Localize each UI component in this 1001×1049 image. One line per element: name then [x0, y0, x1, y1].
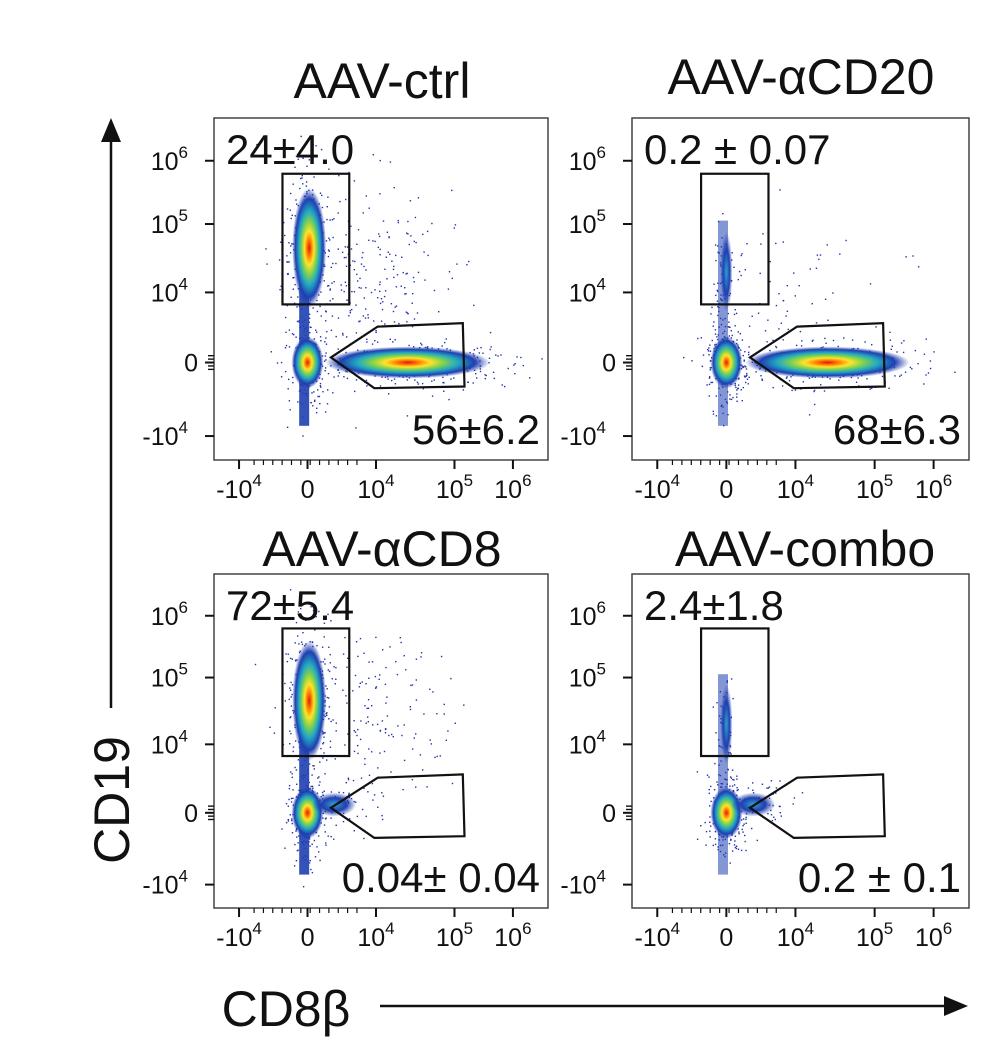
y-tick-label: 106 [569, 598, 606, 631]
x-tick-label: 105 [856, 919, 893, 952]
gate-layer [281, 172, 886, 840]
y-tick-label: 104 [569, 726, 606, 759]
gate-label-t-cells-aav-combo: 0.2 ± 0.1 [798, 854, 961, 901]
x-tick-label: 0 [301, 924, 315, 952]
x-tick-label: 106 [494, 919, 531, 952]
y-tick-label: 105 [151, 660, 188, 693]
gate-t-cells-aav-combo [748, 773, 886, 840]
event-dots-aav-combo [696, 678, 804, 864]
y-tick-label: 106 [151, 598, 188, 631]
plot-frame-aav-acd8 [213, 573, 549, 909]
plot-frame-aav-ctrl [213, 117, 549, 461]
y-tick-label: 105 [569, 206, 606, 239]
gate-label-t-cells-aav-acd20: 68±6.3 [833, 406, 961, 453]
y-tick-label: 106 [569, 143, 606, 176]
gate-b-cells-aav-acd8 [281, 627, 351, 758]
density-layer [254, 135, 956, 888]
x-tick-label: 0 [719, 476, 733, 504]
density-double-negative-aav-ctrl [291, 336, 324, 389]
density-aav-acd20 [683, 189, 956, 427]
x-axis-label: CD8β [222, 981, 351, 1037]
x-tick-label: 104 [357, 919, 394, 952]
y-tick-label: 106 [151, 143, 188, 176]
density-b-cells-aav-acd20 [720, 231, 733, 312]
plot-frame-aav-combo [631, 573, 970, 909]
density-aav-ctrl [256, 135, 543, 437]
x-tick-label: 106 [915, 919, 952, 952]
panel-title-aav-ctrl: AAV-ctrl [294, 53, 471, 109]
x-axis-arrowhead [944, 996, 968, 1016]
x-tick-label: 106 [915, 471, 952, 504]
y-axis-arrowhead [101, 118, 121, 142]
gate-label-b-cells-aav-acd8: 72±5.4 [226, 582, 354, 629]
axis-tick-layer: -104 0 104 105 106 106 105 104 0 -104 -104 0 104 105 1… [142, 143, 952, 952]
y-tick-label: 0 [602, 350, 616, 378]
y-axis-label: CD19 [84, 736, 140, 864]
x-tick-label: -104 [634, 471, 680, 504]
y-tick-label: 105 [569, 660, 606, 693]
y-tick-label: 104 [569, 274, 606, 307]
density-aav-combo [696, 674, 804, 875]
density-stem-aav-combo [717, 674, 728, 875]
gate-b-cells-aav-ctrl [281, 172, 351, 306]
x-tick-label: 105 [856, 471, 893, 504]
x-tick-label: -104 [216, 471, 262, 504]
x-tick-label: 105 [436, 471, 473, 504]
x-tick-label: -104 [634, 919, 680, 952]
gate-t-cells-aav-ctrl [328, 322, 466, 390]
y-tick-label: -104 [142, 418, 188, 451]
gate-t-cells-aav-acd20 [748, 322, 886, 390]
density-double-negative-aav-acd20 [710, 336, 743, 389]
y-tick-label: 0 [184, 350, 198, 378]
y-tick-label: -104 [560, 418, 606, 451]
x-tick-label: 105 [436, 919, 473, 952]
x-tick-label: 0 [301, 476, 315, 504]
x-tick-label: 104 [777, 919, 814, 952]
gate-label-layer: 24±4.0 56±6.2 0.2 ± 0.07 68±6.3 72±5.4 0.04± … [226, 126, 961, 901]
gate-t-cells-aav-acd8 [328, 773, 466, 840]
panel-title-aav-acd8: AAV-αCD8 [262, 521, 501, 577]
y-tick-label: -104 [142, 867, 188, 900]
gate-label-b-cells-aav-combo: 2.4±1.8 [644, 582, 784, 629]
x-tick-label: 106 [494, 471, 531, 504]
y-tick-label: 104 [151, 274, 188, 307]
plot-frame-aav-acd20 [631, 117, 970, 461]
density-t-cells-aav-ctrl [325, 346, 490, 379]
density-stem-aav-acd8 [299, 674, 310, 875]
density-stem-aav-acd20 [717, 220, 728, 426]
x-tick-label: 104 [357, 471, 394, 504]
density-b-cells-aav-acd8 [292, 640, 327, 761]
x-tick-label: 104 [777, 471, 814, 504]
x-tick-label: -104 [216, 919, 262, 952]
gate-b-cells-aav-combo [699, 627, 770, 758]
gate-label-b-cells-aav-acd20: 0.2 ± 0.07 [644, 126, 831, 173]
y-tick-label: 0 [602, 800, 616, 828]
gate-label-t-cells-aav-acd8: 0.04± 0.04 [342, 854, 540, 901]
density-t-cells-aav-acd20 [745, 346, 910, 379]
panel-title-aav-combo: AAV-combo [675, 521, 935, 577]
x-tick-label: 0 [719, 924, 733, 952]
density-b-cells-aav-ctrl [292, 188, 327, 308]
gate-b-cells-aav-acd20 [699, 172, 770, 306]
gate-label-t-cells-aav-ctrl: 56±6.2 [412, 406, 540, 453]
y-tick-label: 104 [151, 726, 188, 759]
y-tick-label: 105 [151, 206, 188, 239]
panel-title-aav-acd20: AAV-αCD20 [668, 49, 935, 105]
y-tick-label: -104 [560, 867, 606, 900]
y-tick-label: 0 [184, 800, 198, 828]
density-stem-aav-ctrl [299, 220, 310, 426]
gate-label-b-cells-aav-ctrl: 24±4.0 [226, 126, 354, 173]
density-b-cells-aav-combo [720, 684, 733, 765]
density-aav-acd8 [254, 589, 465, 888]
event-dots-aav-acd8 [254, 589, 465, 888]
